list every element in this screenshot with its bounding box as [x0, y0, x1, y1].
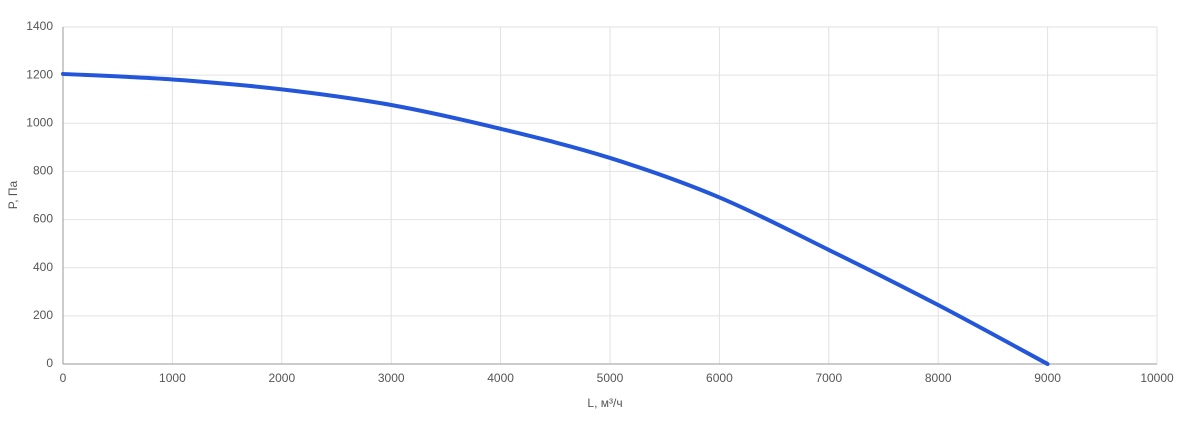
- x-axis-label: L, м³/ч: [587, 396, 622, 410]
- y-tick-label: 600: [33, 212, 53, 226]
- x-tick-label: 8000: [925, 371, 952, 385]
- y-tick-label: 1000: [26, 115, 53, 129]
- x-tick-label: 0: [60, 371, 67, 385]
- y-tick-label: 800: [33, 164, 53, 178]
- x-tick-label: 7000: [815, 371, 842, 385]
- y-tick-label: 1400: [26, 19, 53, 33]
- y-tick-label: 200: [33, 308, 53, 322]
- y-tick-label: 400: [33, 260, 53, 274]
- x-tick-label: 1000: [159, 371, 186, 385]
- y-axis-label: P, Па: [6, 180, 20, 209]
- x-tick-label: 3000: [378, 371, 405, 385]
- line-series: [61, 71, 1050, 366]
- x-tick-label: 9000: [1034, 371, 1061, 385]
- x-tick-label: 2000: [268, 371, 295, 385]
- x-tick-label: 10000: [1140, 371, 1174, 385]
- x-tick-label: 5000: [597, 371, 624, 385]
- x-tick-label: 4000: [487, 371, 514, 385]
- y-tick-label: 0: [46, 356, 53, 370]
- y-tick-label: 1200: [26, 67, 53, 81]
- x-tick-label: 6000: [706, 371, 733, 385]
